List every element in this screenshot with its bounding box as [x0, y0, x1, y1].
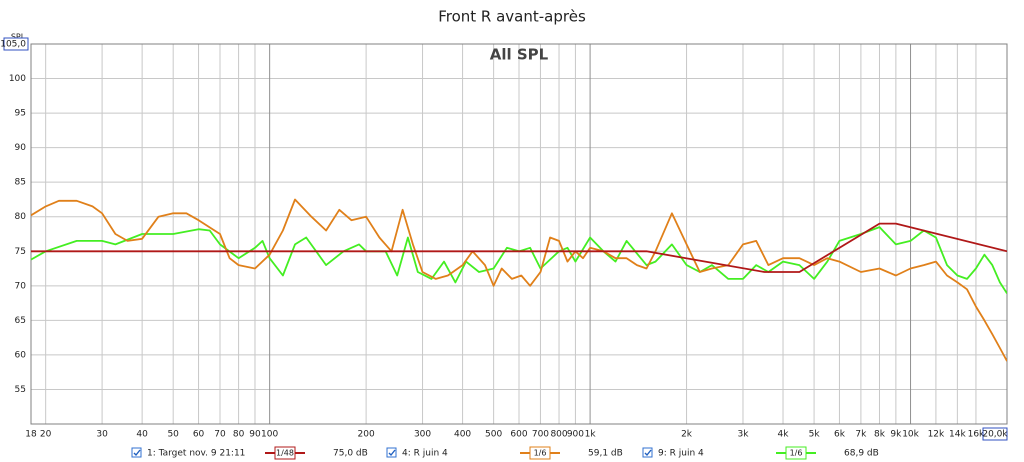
y-tick-label: 60: [15, 350, 27, 360]
x-tick-label: 2k: [681, 430, 693, 440]
legend-checkbox[interactable]: [131, 447, 142, 458]
x-tick-label: 1k: [585, 430, 597, 440]
checkbox-box: [131, 447, 142, 458]
x-tick-label: 600: [510, 430, 527, 440]
y-tick-label: 90: [15, 143, 27, 153]
y-tick-label: 70: [15, 281, 27, 291]
x-tick-label: 14k: [949, 430, 966, 440]
y-tick-label: 75: [15, 247, 26, 257]
plot-frame: [30, 43, 1008, 425]
x-tick-label: 400: [454, 430, 471, 440]
x-tick-label: 60: [193, 430, 205, 440]
legend-smoothing-box: [274, 446, 296, 460]
y-tick-label: 105,0: [0, 40, 26, 50]
x-tick-label: 90: [249, 430, 261, 440]
x-tick-label: 100: [261, 430, 278, 440]
x-tick-label: 300: [414, 430, 431, 440]
x-tick-label: 7k: [855, 430, 867, 440]
x-tick-label: 9k: [890, 430, 902, 440]
legend-smoothing-box: [529, 446, 551, 460]
legend-checkbox[interactable]: [642, 447, 653, 458]
x-tick-label: 12k: [928, 430, 945, 440]
checkbox-box: [386, 447, 397, 458]
legend-smoothing: 1/6: [534, 449, 547, 458]
legend-value: 59,1 dB: [588, 449, 623, 459]
y-tick-label: 85: [15, 178, 26, 188]
x-tick-label: 500: [485, 430, 502, 440]
x-tick-label: 800: [550, 430, 567, 440]
x-tick-box: [982, 427, 1008, 441]
y-tick-label: 100: [9, 74, 26, 84]
checkbox-check: [133, 449, 141, 457]
x-tick-label: 6k: [834, 430, 846, 440]
x-tick-label: 40: [136, 430, 148, 440]
series-line: [31, 222, 1007, 273]
legend-label: 4: R juin 4: [402, 449, 448, 459]
x-tick-label: 80: [233, 430, 245, 440]
series-line: [31, 198, 1007, 362]
annotation: All SPL: [490, 46, 549, 64]
x-tick-label: 200: [358, 430, 375, 440]
legend-smoothing: 1/6: [790, 449, 803, 458]
x-tick-label: 5k: [809, 430, 821, 440]
x-tick-label: 3k: [738, 430, 750, 440]
y-tick-label: 95: [15, 109, 26, 119]
x-tick-label: 4k: [778, 430, 790, 440]
checkbox-box: [642, 447, 653, 458]
checkbox-check: [644, 449, 652, 457]
y-tick-box: [3, 37, 29, 51]
x-tick-label: 20: [40, 430, 52, 440]
x-tick-label: 70: [214, 430, 226, 440]
x-tick-label: 20,0k: [982, 430, 1008, 440]
y-axis-label: SPL: [11, 33, 26, 42]
x-tick-label: 900: [567, 430, 584, 440]
x-tick-label: 16k: [968, 430, 985, 440]
y-tick-label: 65: [15, 316, 26, 326]
x-tick-label: 50: [167, 430, 179, 440]
x-tick-label: 10k: [902, 430, 919, 440]
legend-smoothing-box: [785, 446, 807, 460]
legend-label: 1: Target nov. 9 21:11: [147, 449, 245, 459]
legend-label: 9: R juin 4: [658, 449, 704, 459]
legend-checkbox[interactable]: [386, 447, 397, 458]
y-tick-label: 80: [15, 212, 27, 222]
y-tick-label: 55: [15, 385, 26, 395]
chart-title: Front R avant-après: [438, 8, 586, 26]
legend-value: 75,0 dB: [333, 449, 368, 459]
x-tick-label: 18: [25, 430, 37, 440]
x-tick-label: 700: [532, 430, 549, 440]
x-tick-label: 8k: [874, 430, 886, 440]
checkbox-check: [388, 449, 396, 457]
legend-smoothing: 1/48: [276, 449, 294, 458]
x-tick-label: 30: [96, 430, 108, 440]
legend-value: 68,9 dB: [844, 449, 879, 459]
